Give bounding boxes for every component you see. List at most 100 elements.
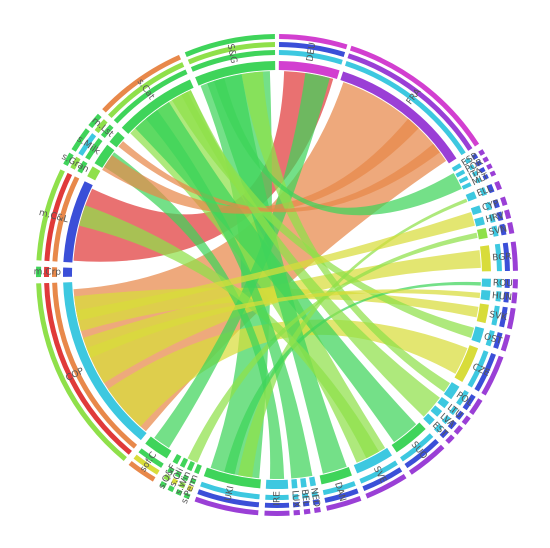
segment-arc-DAN[interactable] — [319, 467, 352, 485]
chord-ribbon — [73, 71, 334, 262]
segment-ring-3 — [481, 355, 504, 396]
segment-ring-2 — [187, 42, 276, 65]
segment-ring-3 — [500, 196, 508, 206]
segment-arc-m.Crp[interactable] — [63, 267, 73, 277]
segment-arc-SVN[interactable] — [476, 227, 488, 240]
segment-arc-ROU[interactable] — [481, 278, 491, 287]
segment-ring-1 — [301, 492, 309, 499]
segment-arc-SVE[interactable] — [353, 447, 392, 474]
segment-arc-ELL[interactable] — [465, 191, 477, 202]
segment-arc-FRA[interactable] — [340, 71, 457, 164]
segment-arc-HUN[interactable] — [480, 290, 491, 301]
segment-ring-2 — [78, 133, 97, 156]
segment-ring-3 — [445, 434, 455, 444]
segment-arc-S&G[interactable] — [195, 61, 276, 86]
segment-arc-EST[interactable] — [423, 413, 435, 425]
segment-ring-3 — [504, 209, 512, 220]
segment-ring-1 — [113, 69, 188, 124]
segment-arc-s.Win[interactable] — [186, 460, 195, 472]
segment-ring-3 — [478, 149, 486, 156]
segment-ring-1 — [467, 350, 489, 388]
arcs-layer — [63, 61, 491, 490]
segment-ring-3 — [88, 113, 102, 129]
segment-ring-1 — [77, 160, 88, 174]
segment-arc-DEU[interactable] — [278, 61, 340, 79]
segment-ring-1 — [182, 474, 189, 482]
segment-ring-2 — [302, 500, 310, 507]
segment-ring-3 — [71, 128, 90, 152]
segment-ring-2 — [171, 478, 179, 485]
segment-arc-s.Milk[interactable] — [94, 144, 115, 168]
chord-ribbon — [86, 289, 481, 358]
segment-arc-m.Lst[interactable] — [109, 131, 125, 148]
segment-label: LUX — [289, 490, 300, 508]
segment-arc-IRE[interactable] — [265, 479, 289, 490]
segment-arc-s.Cat[interactable] — [121, 79, 194, 134]
segment-label: DEU — [305, 42, 318, 63]
segment-ring-1 — [189, 477, 197, 485]
segment-ring-3 — [408, 444, 445, 475]
segment-ring-1 — [475, 177, 482, 184]
segment-arc-s.Perm[interactable] — [194, 463, 202, 475]
segment-arc-LVA[interactable] — [430, 405, 443, 417]
chord-ribbon — [118, 141, 440, 213]
chord-ribbon — [74, 287, 479, 332]
segment-ring-3 — [102, 54, 182, 113]
segment-arc-COP[interactable] — [63, 282, 147, 441]
segment-ring-2 — [404, 439, 439, 469]
segment-arc-LUX[interactable] — [291, 479, 298, 489]
segment-label: SVN — [488, 224, 508, 237]
segment-ring-1 — [85, 138, 103, 161]
segment-arc-POL[interactable] — [443, 382, 460, 400]
segment-arc-ESP[interactable] — [451, 163, 462, 172]
segment-ring-1 — [322, 481, 356, 496]
segment-label: IRE — [273, 491, 283, 506]
segment-ring-2 — [462, 394, 476, 411]
segment-ring-1 — [278, 50, 343, 65]
segment-arc-s.Oli[interactable] — [179, 457, 189, 468]
segment-ring-1 — [138, 448, 164, 468]
segment-ring-2 — [503, 291, 510, 303]
segment-ring-1 — [311, 491, 318, 498]
segment-ring-3 — [194, 496, 259, 516]
segment-arc-CZE[interactable] — [454, 345, 479, 382]
segment-ring-3 — [469, 398, 483, 415]
segment-ring-1 — [167, 467, 175, 475]
segment-ring-1 — [441, 414, 451, 425]
segment-ring-2 — [482, 173, 489, 181]
segment-arc-MLT[interactable] — [461, 182, 472, 190]
segment-arc-UKI[interactable] — [203, 467, 261, 489]
segment-arc-POR[interactable] — [455, 169, 466, 178]
segment-ring-2 — [44, 266, 50, 278]
segment-ring-2 — [447, 420, 457, 430]
segment-ring-1 — [485, 201, 493, 211]
segment-ring-2 — [178, 481, 186, 489]
segment-arc-CYP[interactable] — [470, 205, 482, 216]
segment-arc-s.Q&F[interactable] — [172, 453, 182, 465]
rings-layer — [36, 34, 518, 517]
segment-ring-3 — [175, 489, 183, 496]
segment-ring-1 — [52, 267, 58, 277]
segment-arc-sof.C[interactable] — [145, 436, 172, 459]
segment-arc-SVK[interactable] — [476, 303, 489, 324]
segment-arc-OST[interactable] — [471, 326, 485, 343]
segment-arc-s.Gran[interactable] — [87, 166, 101, 181]
segment-ring-1 — [479, 187, 488, 197]
segment-arc-ITA[interactable] — [458, 175, 469, 184]
segment-arc-LTU[interactable] — [437, 396, 450, 409]
segment-ring-2 — [278, 42, 346, 57]
segment-arc-BGR[interactable] — [480, 245, 491, 272]
segment-label: SVK — [488, 310, 508, 323]
segment-arc-BEL[interactable] — [300, 478, 307, 488]
segment-arc-NED[interactable] — [309, 476, 316, 487]
segment-ring-3 — [36, 169, 65, 261]
chord-ribbon — [79, 205, 379, 459]
chord-ribbon — [154, 72, 330, 449]
chord-ribbon — [82, 250, 481, 384]
segment-arc-HRV[interactable] — [474, 216, 485, 227]
segment-ring-3 — [365, 474, 407, 499]
segment-arc-m.C&L[interactable] — [63, 181, 93, 263]
segment-ring-2 — [133, 454, 160, 475]
segment-arc-SUO[interactable] — [391, 422, 426, 453]
segment-ring-2 — [292, 501, 300, 508]
